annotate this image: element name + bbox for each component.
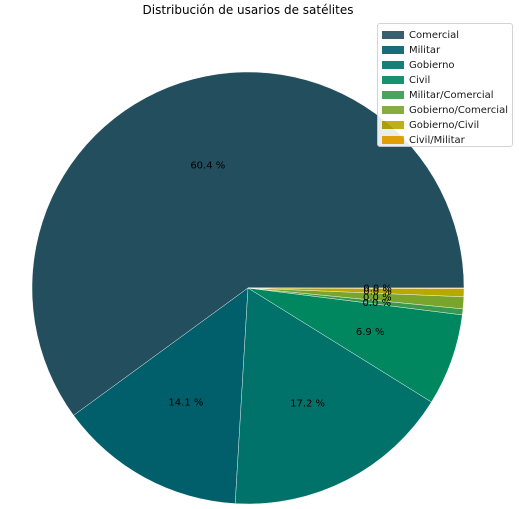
legend-label: Gobierno [409,60,455,71]
pct-label: 0.0 % [363,298,392,309]
legend-item: Gobierno/Comercial [378,103,514,118]
pie-slice-comercial [31,71,465,416]
legend-item: Gobierno/Civil [378,118,514,133]
legend-label: Civil [409,75,431,86]
legend-swatch [382,46,404,54]
legend-item: Militar [378,43,514,58]
legend: Comercial Militar Gobierno Civil Militar/Com… [377,23,513,147]
legend-item: Civil [378,73,514,88]
pct-label: 14.1 % [168,397,203,408]
legend-item: Militar/Comercial [378,88,514,103]
legend-label: Gobierno/Civil [409,120,480,131]
pct-label: 0.0 % [363,286,392,297]
legend-label: Civil/Militar [409,135,465,146]
legend-item: Comercial [378,28,514,43]
legend-swatch [382,61,404,69]
pct-label: 0.0 % [363,292,392,303]
pie-slice-civil-militar [247,287,465,289]
legend-swatch [382,31,404,39]
legend-swatch [382,76,404,84]
legend-item: Gobierno [378,58,514,73]
legend-swatch [382,136,404,144]
chart-title: Distribución de usarios de satélites [143,3,354,17]
legend-item: Civil/Militar [378,133,514,148]
legend-label: Gobierno/Comercial [409,105,508,116]
pct-label: 6.9 % [356,327,385,338]
legend-label: Militar/Comercial [409,90,494,101]
pct-label: 0.0 % [363,284,392,295]
pie-slice-gobierno [234,287,432,505]
pct-label: 60.4 % [190,160,225,171]
legend-swatch [382,91,404,99]
legend-swatch [382,106,404,114]
pct-label: 17.2 % [290,399,325,410]
legend-label: Militar [409,45,441,56]
pie-slice-militar [73,287,249,504]
legend-label: Comercial [409,30,460,41]
legend-swatch [382,121,404,129]
